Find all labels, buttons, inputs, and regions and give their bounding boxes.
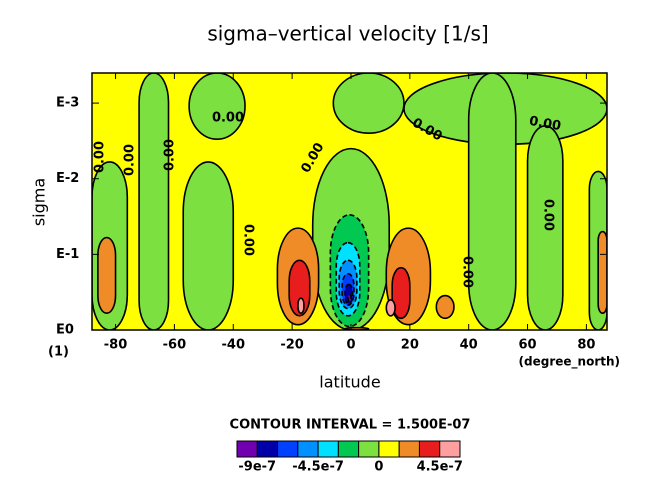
contour-label: 0.00: [93, 141, 108, 173]
x-tick-label: 80: [577, 338, 595, 353]
colorbar-box: [358, 440, 380, 458]
x-unit: (degree_north): [519, 355, 620, 370]
contour-region: [297, 297, 305, 315]
colorbar-label: 4.5e-7: [417, 460, 463, 475]
contour-region: [182, 161, 235, 330]
colorbar-box: [398, 440, 420, 458]
contour-interval: CONTOUR INTERVAL = 1.500E-07: [230, 418, 471, 433]
chart-title: sigma–vertical velocity [1/s]: [207, 22, 488, 46]
contour-region: [385, 299, 396, 317]
plot-area: 0.00 0.00 0.000.000.000.000.00 0.000.000.00: [92, 73, 607, 330]
colorbar-label: -9e-7: [238, 460, 276, 475]
y-tick-label: E-2: [56, 171, 79, 186]
y-tick-label: E-3: [56, 96, 79, 111]
x-tick-label: -60: [163, 338, 187, 353]
x-tick-label: 60: [518, 338, 536, 353]
contour-region: [138, 73, 170, 330]
colorbar-box: [337, 440, 360, 458]
contour-region: [347, 293, 352, 303]
contour-region: [188, 73, 246, 140]
x-tick-label: -20: [280, 338, 304, 353]
contour-region: [332, 73, 405, 134]
contour-region: [597, 230, 607, 315]
colorbar-box: [297, 440, 319, 458]
colorbar-box: [236, 440, 258, 458]
y-tick-label: E0: [56, 323, 74, 338]
x-tick-label: -80: [104, 338, 128, 353]
colorbar-box: [439, 440, 461, 458]
contour-region: [391, 266, 411, 320]
plot-frame: [91, 72, 608, 331]
colorbar-box: [277, 440, 299, 458]
y-axis-title: sigma: [30, 178, 49, 226]
y-tick-label: E-1: [56, 247, 79, 262]
x-axis-title: latitude: [319, 373, 380, 392]
contour-label: 0.00: [163, 139, 178, 171]
x-tick-label: -40: [222, 338, 246, 353]
contour-region: [97, 236, 117, 315]
contour-region: [467, 73, 517, 330]
contour-label: 0.00: [541, 199, 556, 231]
x-tick-label: 0: [346, 338, 355, 353]
colorbar-box: [317, 440, 339, 458]
contour-label: 0.00: [212, 111, 244, 126]
contour-region: [435, 294, 455, 320]
colorbar-box: [378, 440, 400, 458]
x-tick-label: 40: [460, 338, 478, 353]
colorbar-box: [418, 440, 441, 458]
contour-label: 0.00: [528, 114, 562, 134]
colorbar-box: [256, 440, 279, 458]
contour-region: [526, 125, 564, 330]
contour-label: 0.00: [460, 256, 475, 288]
contour-label: 0.00: [123, 144, 138, 176]
x-tick-label: 20: [401, 338, 419, 353]
colorbar-label: -4.5e-7: [292, 460, 344, 475]
contour-label: 0.00: [241, 224, 256, 256]
contour-region: [288, 259, 311, 317]
y-unit: (1): [48, 345, 69, 360]
colorbar-label: 0: [374, 460, 383, 475]
